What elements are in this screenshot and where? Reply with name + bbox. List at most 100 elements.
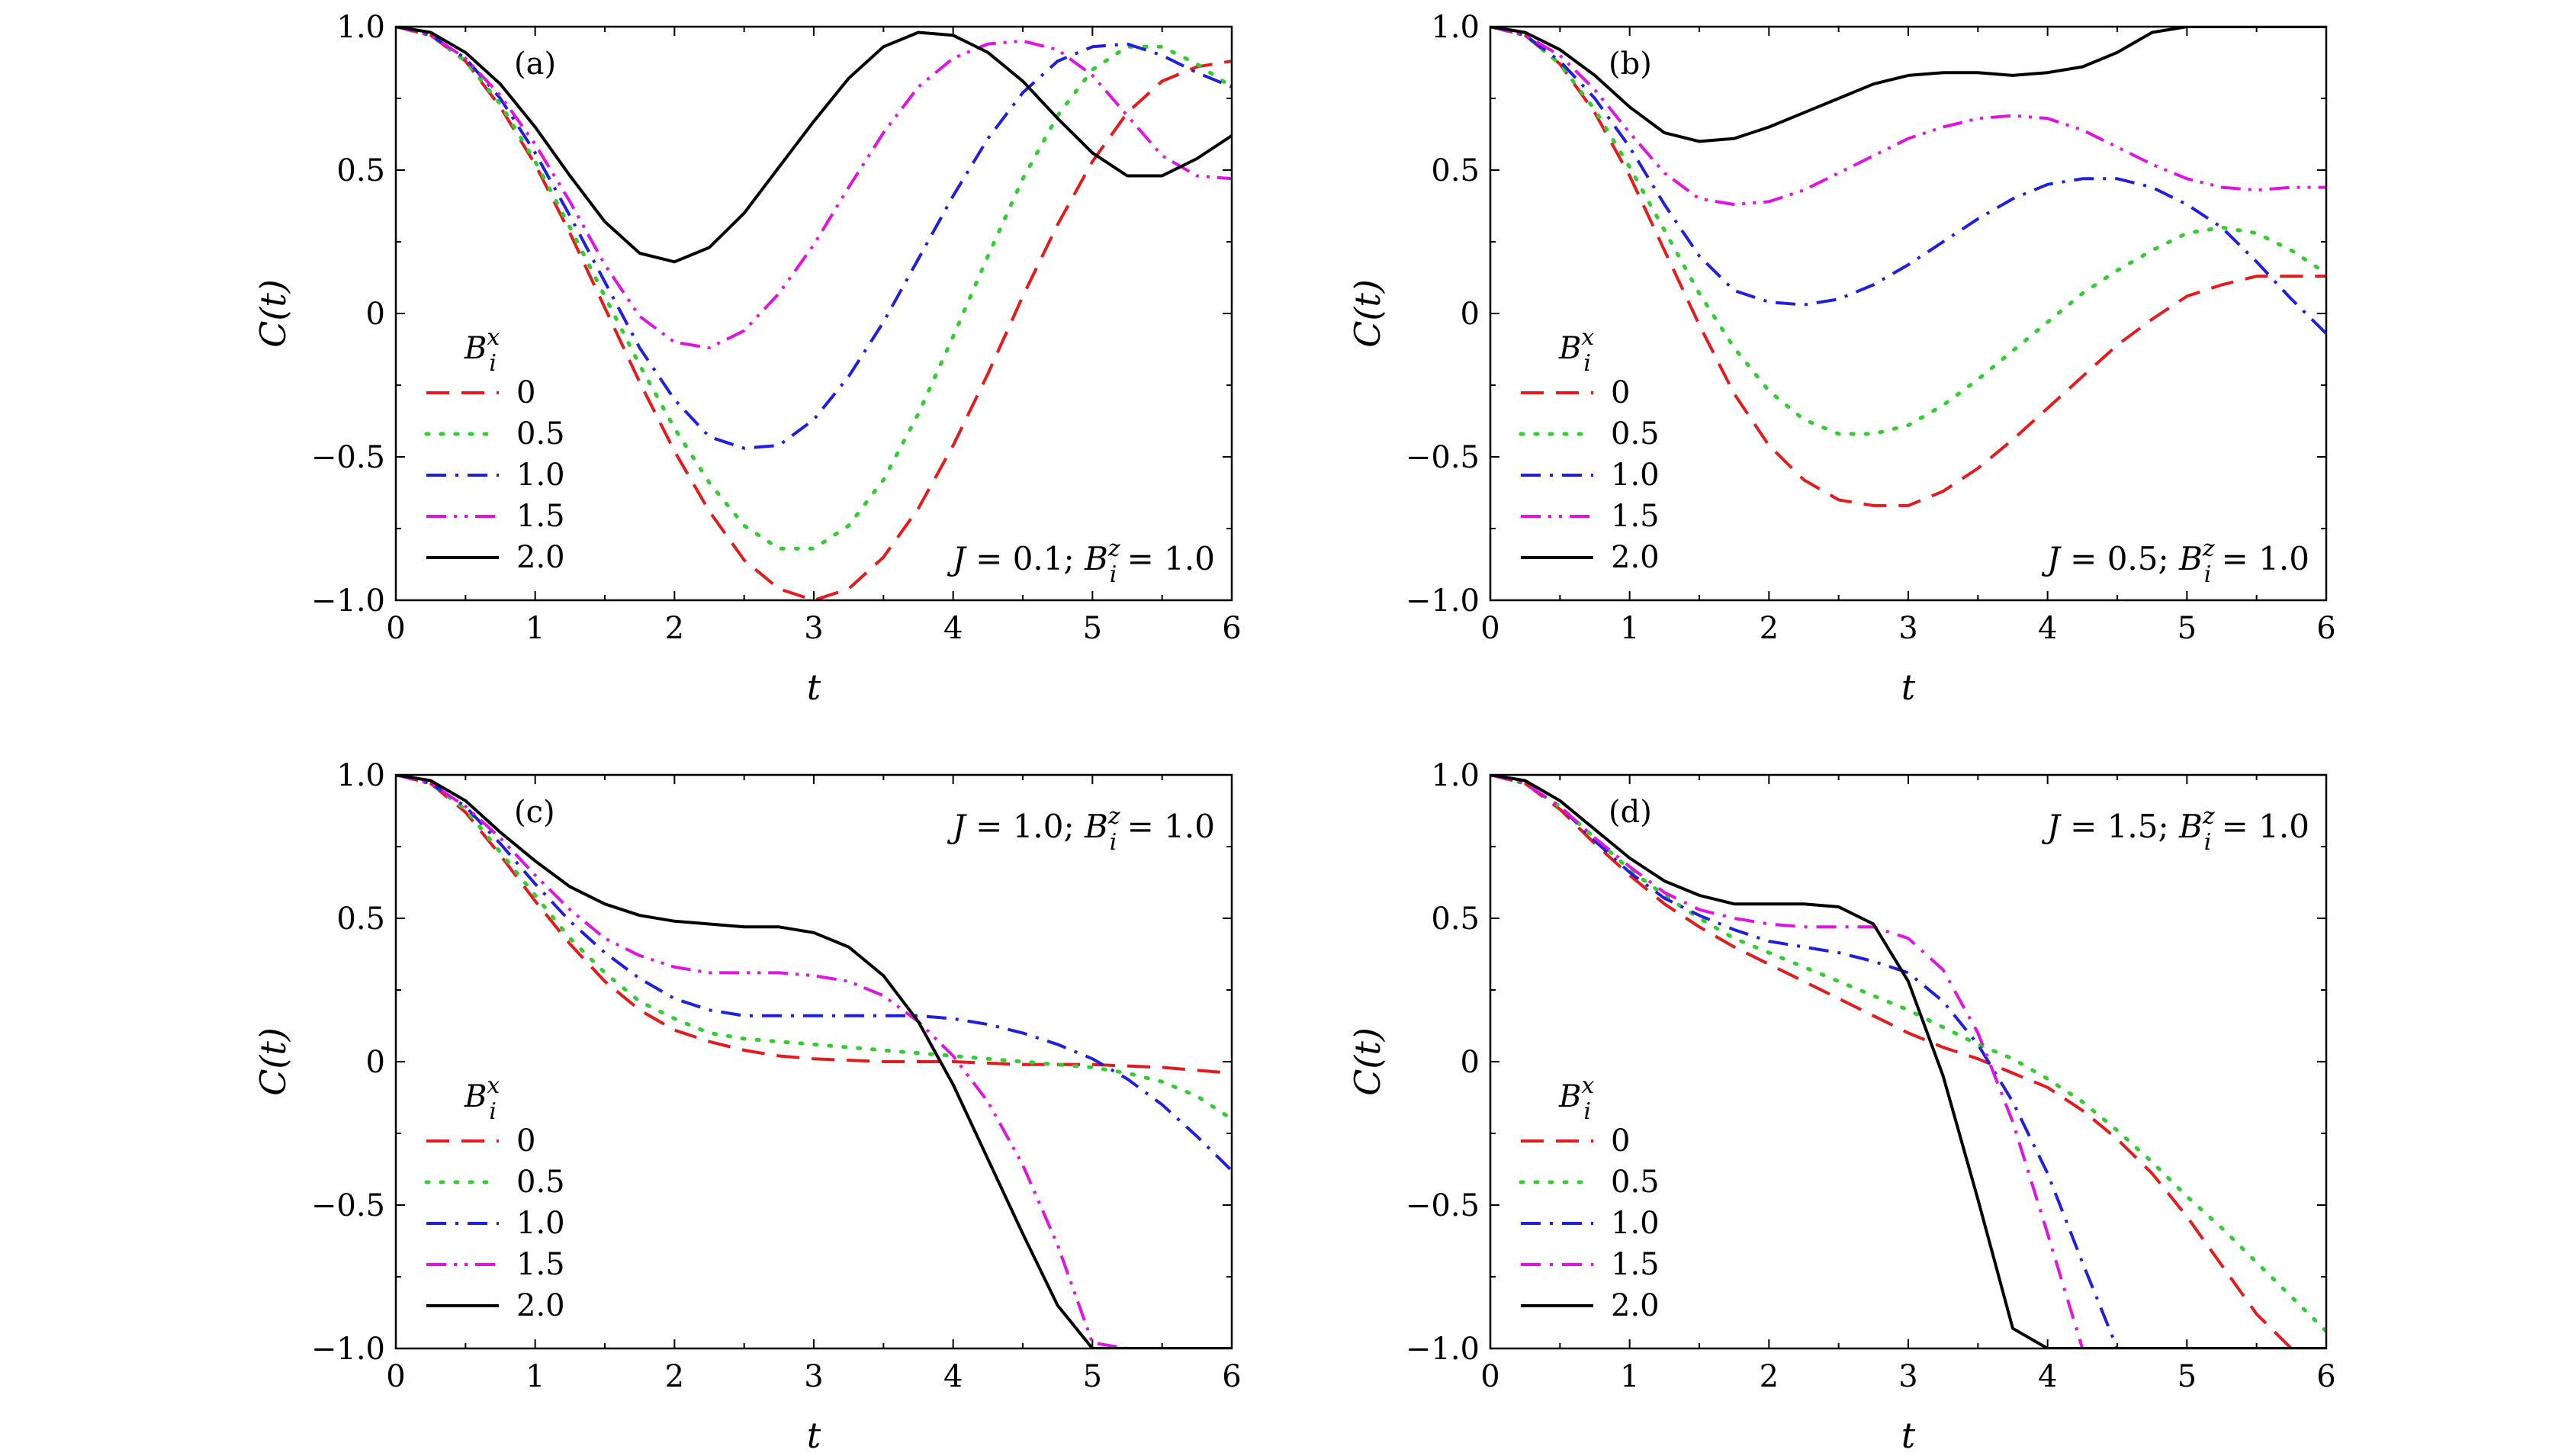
data-lines	[1490, 27, 2326, 507]
legend-label: 0	[1611, 1123, 1630, 1159]
param-j-value: 1.0	[1013, 808, 1064, 845]
series-line-1-0	[1490, 27, 2326, 335]
legend-label: 0.5	[516, 1165, 565, 1200]
legend-title-symbol: B	[464, 1079, 487, 1114]
panel-tag: (a)	[514, 47, 556, 82]
param-j-symbol: J	[2041, 808, 2062, 845]
x-axis-title: t	[807, 1415, 821, 1456]
legend: Bx i00.51.01.52.0	[1519, 324, 1660, 575]
y-tick-label: 1.0	[1431, 10, 1480, 45]
series-line-1-5	[396, 775, 1232, 1348]
x-tick-label: 6	[2316, 1359, 2335, 1394]
x-tick-label: 4	[2038, 1359, 2057, 1394]
y-axis-title: C(t)	[252, 1027, 294, 1096]
legend-title-sub: i	[1583, 1098, 1591, 1125]
param-b-sub: i	[1110, 829, 1117, 856]
parameter-annotation: J = 1.5; Bz i = 1.0	[2041, 803, 2309, 856]
param-j-value: 1.5	[2107, 808, 2158, 845]
plot-frame	[394, 773, 1233, 1350]
param-b-sup: z	[2202, 803, 2215, 830]
y-tick-label: 1.0	[336, 10, 385, 45]
param-j-symbol: J	[947, 540, 967, 577]
legend-title: Bx i	[464, 324, 500, 377]
series-line-1-5	[396, 27, 1232, 350]
legend-title-symbol: B	[1558, 331, 1581, 366]
series-line-0-5	[1490, 27, 2326, 436]
legend-label: 1.0	[1611, 458, 1660, 493]
legend-label: 1.0	[516, 1206, 565, 1241]
param-b-sup: z	[1107, 803, 1120, 830]
legend-title-sup: x	[1581, 324, 1594, 351]
param-bz-value: 1.0	[1164, 808, 1215, 845]
x-tick-label: 5	[2178, 611, 2197, 646]
y-tick-label: −0.5	[1406, 440, 1480, 475]
y-tick-label: −1.0	[311, 1332, 385, 1367]
y-tick-label: 0.5	[336, 153, 385, 188]
legend-label: 0.5	[1611, 1165, 1660, 1200]
panel-tag: (c)	[514, 795, 555, 830]
x-axis-title: t	[1901, 1415, 1916, 1456]
legend-label: 0.5	[1611, 416, 1660, 452]
x-tick-label: 4	[943, 1359, 963, 1394]
series-line-1-0	[1490, 775, 2326, 1348]
legend-label: 1.0	[516, 458, 565, 493]
param-eq: =	[966, 808, 1013, 845]
param-eq2: =	[1117, 540, 1164, 577]
legend-label: 2.0	[1611, 1288, 1660, 1323]
legend-title-sub: i	[489, 1098, 497, 1125]
chart-panel-c: 0 1 2 3 4 5 6 −1.0 −0.5 0 0.5 1.0 t C(t) (c) J = 1.0; B…	[252, 758, 1242, 1456]
y-axis-title: C(t)	[1347, 279, 1388, 348]
series-line-0	[1490, 27, 2326, 507]
x-tick-label: 5	[2178, 1359, 2197, 1394]
legend-label: 1.0	[1611, 1206, 1660, 1241]
series-line-0-5	[396, 27, 1232, 551]
x-tick-label: 6	[2316, 611, 2335, 646]
x-tick-label: 1	[1620, 611, 1639, 646]
x-axis-title: t	[807, 667, 821, 708]
data-lines	[396, 775, 1232, 1348]
plot-frame	[394, 25, 1233, 602]
legend-title-sup: x	[487, 1072, 500, 1099]
legend-title-sup: x	[487, 324, 500, 351]
legend-label: 1.5	[516, 499, 565, 534]
legend-label: 2.0	[516, 1288, 565, 1323]
panel-tag: (b)	[1609, 47, 1652, 82]
y-tick-label: −1.0	[311, 583, 385, 619]
chart-panel-a: 0 1 2 3 4 5 6 −1.0 −0.5 0 0.5 1.0 t C(t) (a) J = 0.1; B…	[252, 10, 1242, 708]
series-line-1-5	[1490, 775, 2326, 1348]
y-tick-label: −0.5	[1406, 1188, 1480, 1223]
legend: Bx i00.51.01.52.0	[424, 1072, 565, 1323]
series-line-0	[396, 775, 1232, 1075]
legend-label: 1.5	[1611, 1247, 1660, 1282]
legend-label: 0.5	[516, 416, 565, 452]
chart-panel-b: 0 1 2 3 4 5 6 −1.0 −0.5 0 0.5 1.0 t C(t) (b) J = 0.5; B…	[1347, 10, 2336, 708]
x-tick-label: 4	[2038, 611, 2057, 646]
y-axis-title: C(t)	[1347, 1027, 1388, 1096]
y-axis-title: C(t)	[252, 279, 294, 348]
x-tick-label: 2	[1760, 611, 1779, 646]
param-b-sub: i	[2204, 829, 2212, 856]
legend-label: 1.5	[1611, 499, 1660, 534]
param-b-symbol: B	[2178, 540, 2203, 577]
series-line-2-0	[396, 775, 1232, 1348]
param-sep: ;	[2158, 540, 2179, 577]
y-tick-label: −0.5	[311, 440, 385, 475]
x-tick-label: 2	[1760, 1359, 1779, 1394]
param-j-value: 0.1	[1013, 540, 1064, 577]
x-tick-label: 4	[943, 611, 963, 646]
y-tick-label: 0	[366, 1045, 385, 1080]
param-eq2: =	[2211, 808, 2258, 845]
x-tick-label: 2	[665, 611, 684, 646]
y-tick-label: 0	[1461, 1045, 1480, 1080]
x-tick-label: 5	[1083, 611, 1102, 646]
y-tick-label: −0.5	[311, 1188, 385, 1223]
param-eq: =	[2060, 540, 2107, 577]
y-tick-label: 0.5	[1431, 153, 1480, 188]
x-tick-label: 3	[804, 1359, 823, 1394]
param-eq2: =	[1117, 808, 1164, 845]
plot-frame	[1489, 773, 2328, 1350]
parameter-annotation: J = 0.5; Bz i = 1.0	[2041, 535, 2309, 588]
legend-title: Bx i	[464, 1072, 500, 1125]
legend: Bx i00.51.01.52.0	[424, 324, 565, 575]
